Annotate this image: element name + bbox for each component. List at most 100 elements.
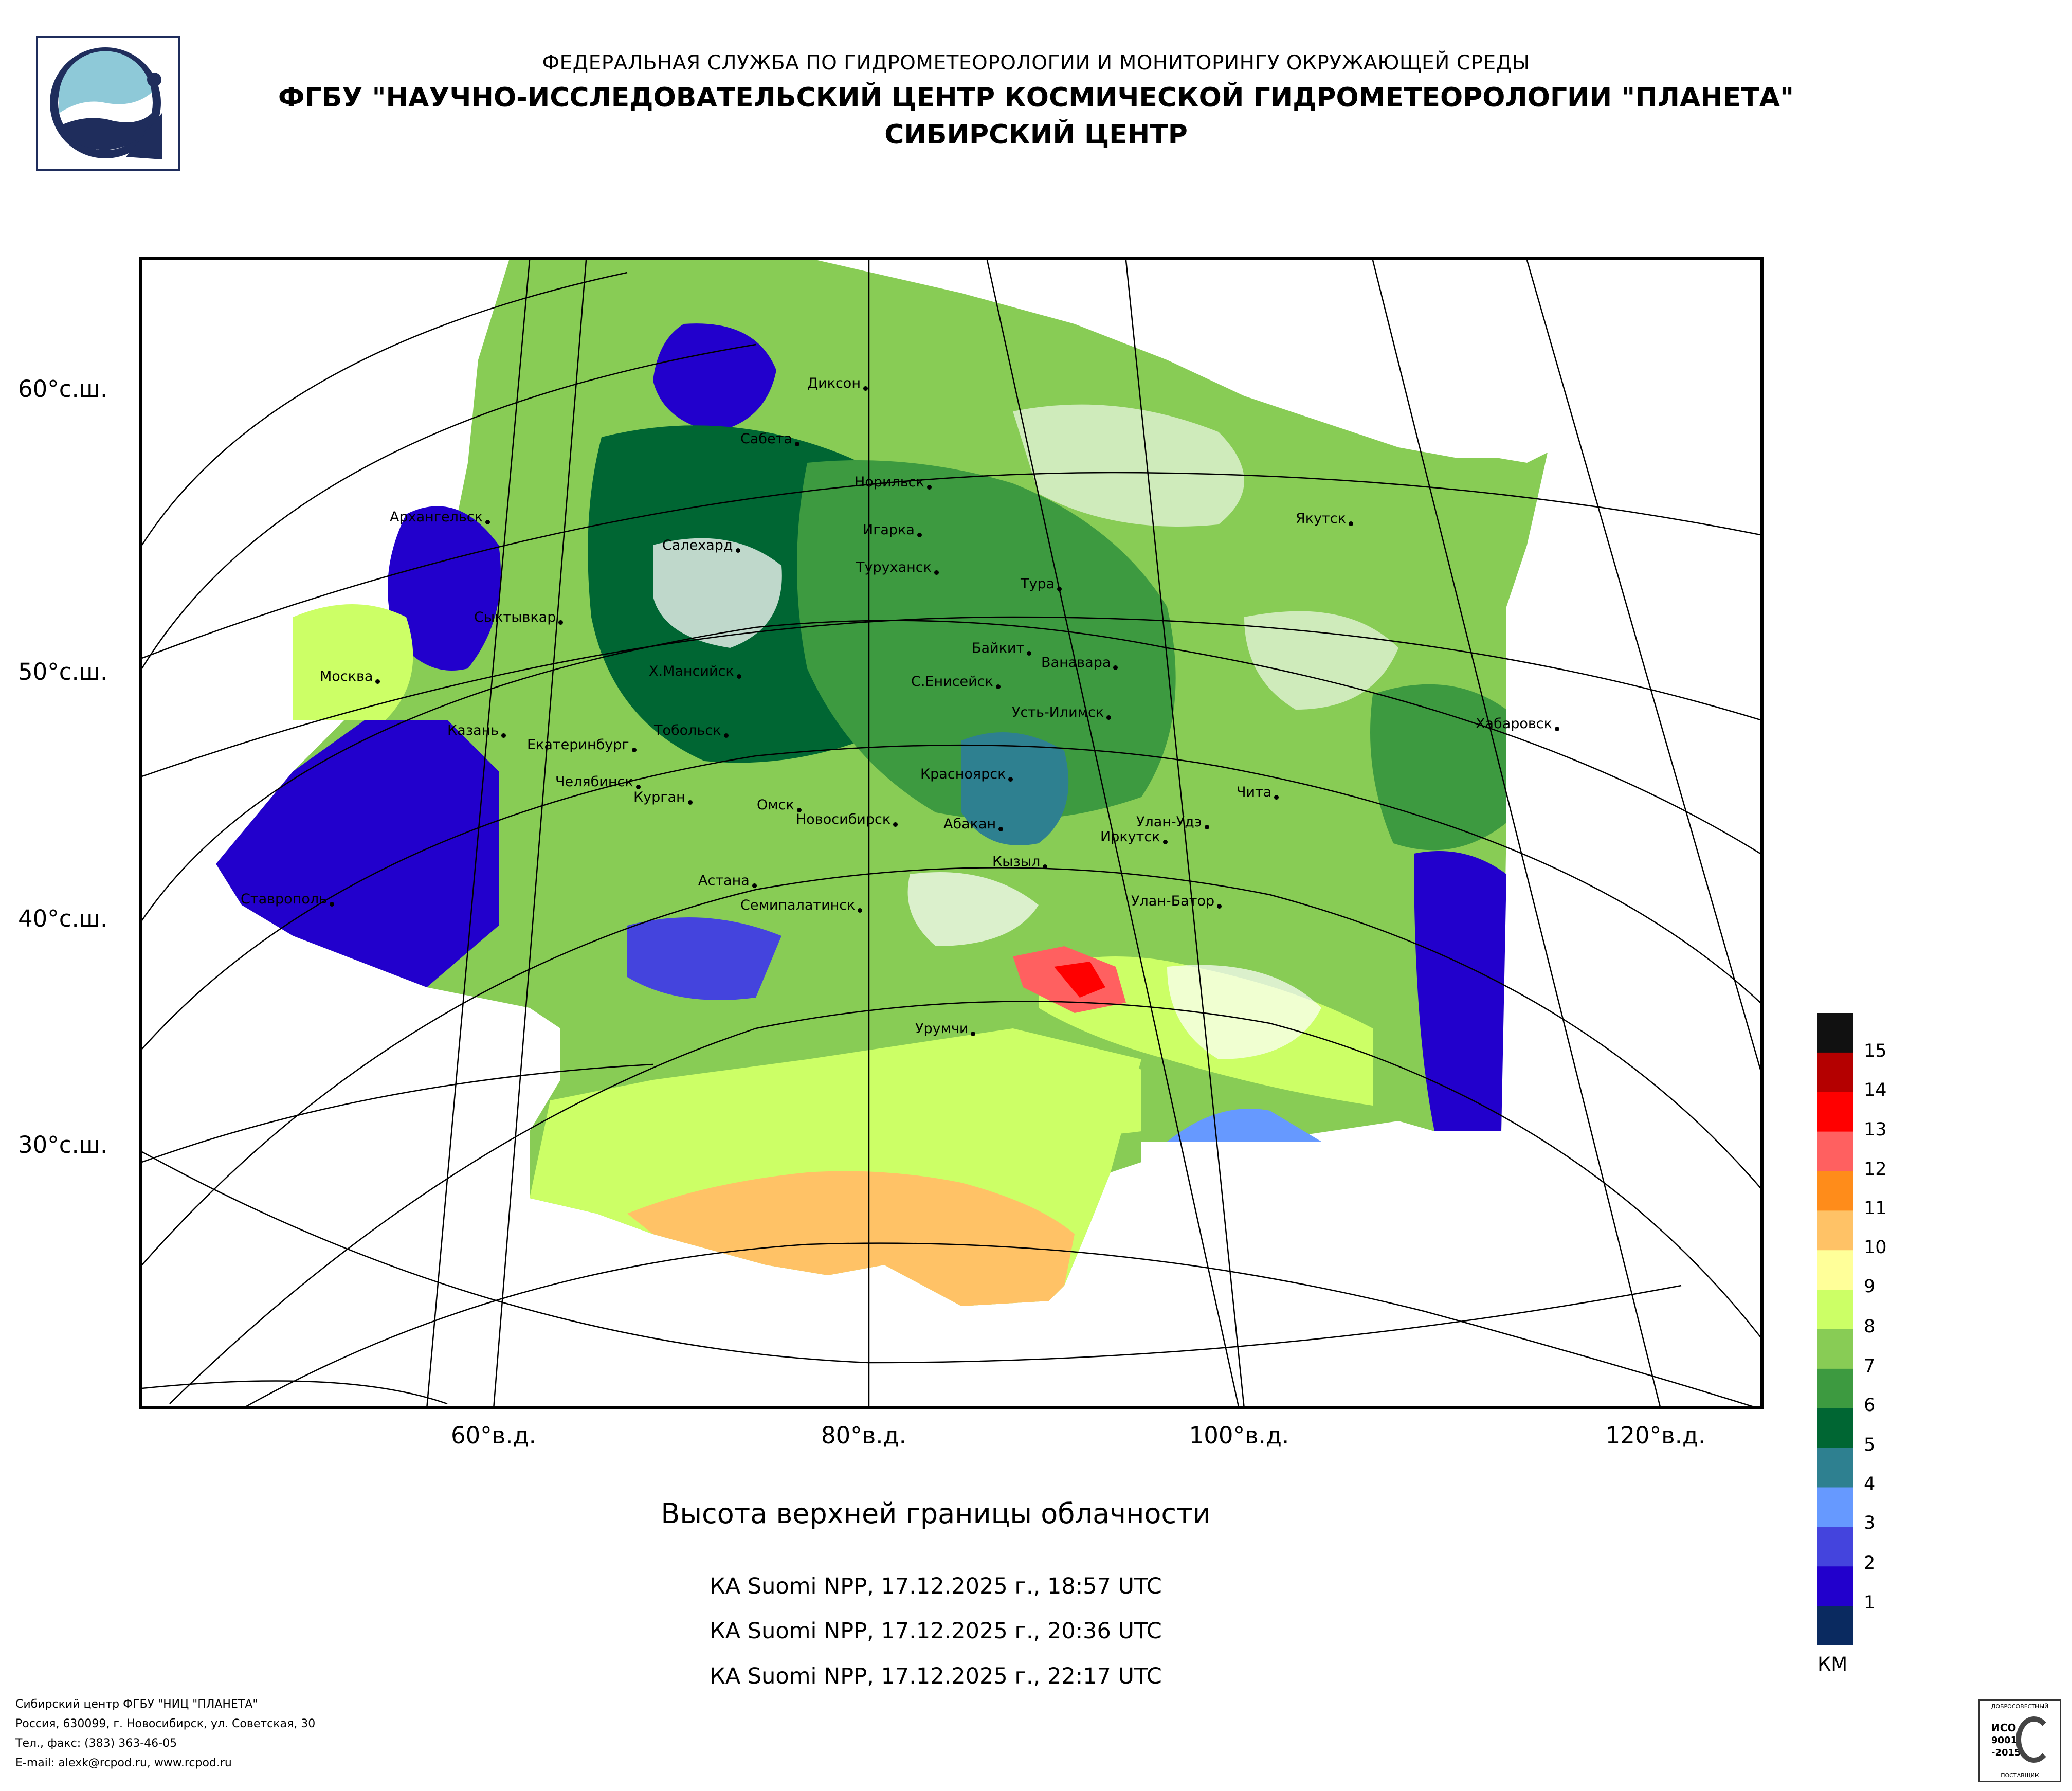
city-dot-icon: [735, 548, 740, 553]
lat-label-60: 60°с.ш.: [18, 375, 108, 403]
city-omsk: Омск: [757, 797, 802, 813]
cert-2015: -2015: [1991, 1747, 2021, 1758]
city-dot-icon: [934, 570, 939, 575]
city-tobolsk: Тобольск: [654, 722, 729, 738]
legend-label-13: 13: [1864, 1119, 1887, 1140]
lat-label-40: 40°с.ш.: [18, 905, 108, 932]
legend-swatch: [1817, 1131, 1853, 1171]
city-dot-icon: [1106, 715, 1112, 720]
city-dot-icon: [1027, 651, 1032, 656]
legend-label-7: 7: [1864, 1356, 1876, 1377]
city-novosibirsk: Новосибирск: [796, 811, 898, 827]
lon-label-60: 60°в.д.: [450, 1422, 536, 1449]
city-dot-icon: [995, 684, 1001, 689]
city-kurgan: Курган: [633, 789, 693, 805]
city-salekhard: Салехард: [662, 537, 740, 553]
city-kyzyl: Кызыл: [992, 854, 1048, 870]
city-dot-icon: [1057, 587, 1062, 591]
legend-label-11: 11: [1864, 1198, 1887, 1219]
graticule: [142, 260, 1760, 1406]
city-abakan: Абакан: [943, 816, 1004, 832]
legend-swatch: [1817, 1210, 1853, 1251]
city-chelyabinsk: Челябинск: [555, 774, 641, 790]
legend-label-8: 8: [1864, 1316, 1876, 1337]
cert-bottom-text: ПОСТАВЩИК: [2001, 1772, 2039, 1779]
city-dot-icon: [1113, 665, 1118, 670]
city-dot-icon: [1217, 904, 1222, 909]
legend-swatch: [1817, 1487, 1853, 1527]
city-dot-icon: [485, 520, 490, 524]
planeta-logo: [36, 36, 180, 171]
city-stavropol: Ставрополь: [241, 891, 335, 907]
legend-swatch: [1817, 1329, 1853, 1369]
city-dot-icon: [998, 827, 1004, 831]
legend-swatch: [1817, 1250, 1853, 1290]
legend-label-10: 10: [1864, 1237, 1887, 1258]
legend-label-2: 2: [1864, 1553, 1876, 1573]
city-chita: Чита: [1237, 784, 1279, 800]
city-dot-icon: [1204, 825, 1209, 829]
pass-time-2: КА Suomi NPP, 17.12.2025 г., 20:36 UTC: [710, 1618, 1162, 1644]
city-dot-icon: [917, 533, 922, 537]
city-astana: Астана: [698, 873, 757, 889]
city-tura: Тура: [1021, 576, 1062, 592]
city-ekaterinburg: Екатеринбург: [527, 737, 637, 753]
legend-label-6: 6: [1864, 1395, 1876, 1416]
city-dot-icon: [858, 908, 863, 913]
city-baykit: Байкит: [972, 640, 1032, 656]
legend-swatch: [1817, 1171, 1853, 1211]
city-syktyvkar: Сыктывкар: [474, 609, 564, 625]
legend-label-1: 1: [1864, 1593, 1876, 1613]
city-dot-icon: [635, 785, 641, 789]
city-dot-icon: [1554, 727, 1559, 731]
city-dot-icon: [631, 748, 637, 752]
city-dot-icon: [736, 674, 741, 679]
city-dot-icon: [1162, 840, 1168, 844]
legend-swatch: [1817, 1368, 1853, 1409]
legend-swatch: [1817, 1527, 1853, 1567]
city-dot-icon: [375, 679, 380, 684]
city-dot-icon: [752, 883, 757, 888]
legend-swatch: [1817, 1052, 1853, 1093]
iso-certificate-badge: ДОБРОСОВЕСТНЫЙ ИСО 9001 -2015 ПОСТАВЩИК: [1978, 1699, 2061, 1782]
city-yakutsk: Якутск: [1296, 511, 1353, 527]
city-dot-icon: [794, 442, 799, 446]
city-dot-icon: [863, 386, 868, 391]
product-title: Высота верхней границы облачности: [661, 1497, 1211, 1530]
city-krasnoyarsk: Красноярск: [920, 766, 1013, 782]
city-dikson: Диксон: [807, 375, 868, 391]
city-ulan-ude: Улан-Удэ: [1136, 814, 1209, 830]
lon-label-80: 80°в.д.: [821, 1422, 906, 1449]
lat-label-30: 30°с.ш.: [18, 1131, 108, 1159]
city-dot-icon: [1008, 777, 1013, 782]
legend-label-14: 14: [1864, 1080, 1887, 1100]
cloud-height-legend: [1817, 1013, 1853, 1645]
city-turukhansk: Туруханск: [856, 559, 939, 575]
legend-swatch: [1817, 1448, 1853, 1488]
city-khabarovsk: Хабаровск: [1476, 716, 1559, 732]
footer-phone: Тел., факс: (383) 363-46-05: [15, 1737, 177, 1750]
legend-swatch: [1817, 1290, 1853, 1330]
city-khmansiysk: Х.Мансийск: [649, 663, 741, 679]
lat-label-50: 50°с.ш.: [18, 658, 108, 685]
center-title: СИБИРСКИЙ ЦЕНТР: [884, 119, 1188, 150]
pass-time-1: КА Suomi NPP, 17.12.2025 г., 18:57 UTC: [710, 1573, 1162, 1599]
city-dot-icon: [796, 808, 802, 812]
city-semipalatinsk: Семипалатинск: [740, 897, 863, 913]
legend-unit: КМ: [1817, 1653, 1848, 1675]
city-irkutsk: Иркутск: [1100, 829, 1168, 845]
city-dot-icon: [971, 1032, 976, 1036]
legend-swatch: [1817, 1566, 1853, 1606]
cert-9001: 9001: [1991, 1735, 2018, 1746]
footer-email: E-mail: alexk@rcpod.ru, www.rcpod.ru: [15, 1757, 232, 1769]
legend-label-9: 9: [1864, 1276, 1876, 1297]
city-urumchi: Урумчи: [915, 1021, 976, 1037]
legend-label-4: 4: [1864, 1474, 1876, 1494]
cloud-swath: [216, 260, 1548, 1306]
cert-top-text: ДОБРОСОВЕСТНЫЙ: [1991, 1703, 2049, 1710]
cloud-top-map: [139, 257, 1764, 1409]
city-ulan-bator: Улан-Батор: [1131, 893, 1222, 909]
cert-iso: ИСО: [1991, 1722, 2016, 1734]
city-moskva: Москва: [320, 668, 380, 684]
city-dot-icon: [723, 733, 729, 738]
